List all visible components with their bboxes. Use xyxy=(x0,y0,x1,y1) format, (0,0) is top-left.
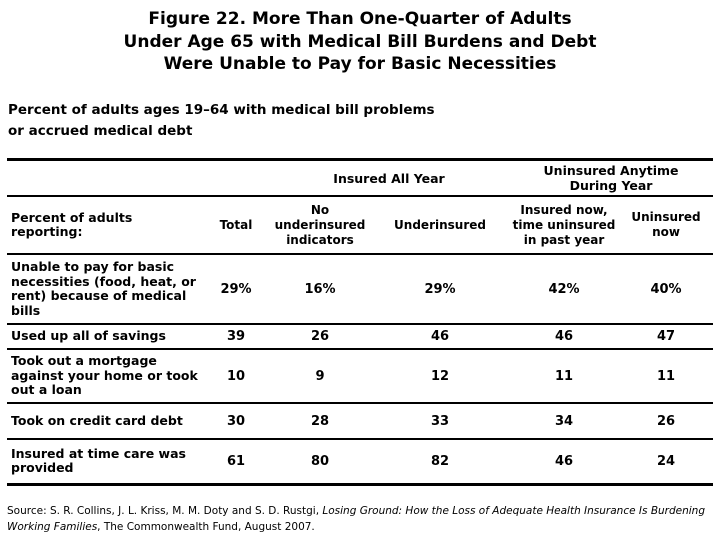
source-suffix: , The Commonwealth Fund, August 2007. xyxy=(97,520,315,533)
table-cell: 33 xyxy=(430,413,450,429)
group-header-blank xyxy=(7,160,269,197)
table-cell: 11 xyxy=(554,368,574,384)
table-cell: 46 xyxy=(554,453,574,469)
table-cell: 47 xyxy=(656,329,676,344)
table-row-mortgage-or-loan: Took out a mortgage against your home or… xyxy=(7,349,714,403)
table-cell: 46 xyxy=(430,329,450,344)
table-cell: 40% xyxy=(650,281,682,297)
row-label: Took on credit card debt xyxy=(11,412,183,428)
figure-title: Figure 22. More Than One-Quarter of Adul… xyxy=(123,9,597,74)
table-cell: 26 xyxy=(310,329,330,344)
table-cell: 29% xyxy=(220,281,252,297)
table-cell: 12 xyxy=(430,368,450,384)
table-cell: 30 xyxy=(226,413,246,429)
row-label: Used up all of savings xyxy=(11,328,166,344)
column-header-row: Percent of adults reporting: Total No un… xyxy=(7,196,714,254)
column-header-uninsured-now: Uninsured now xyxy=(631,210,701,239)
table-cell: 11 xyxy=(656,368,676,384)
table-cell: 80 xyxy=(310,453,330,469)
table-cell: 61 xyxy=(226,453,246,469)
group-header-row: Insured All Year Uninsured Anytime Durin… xyxy=(7,160,714,197)
table-cell: 82 xyxy=(430,453,450,469)
source-prefix: Source: S. R. Collins, J. L. Kriss, M. M… xyxy=(7,505,323,517)
row-label: Took out a mortgage against your home or… xyxy=(11,353,198,398)
table-cell: 34 xyxy=(554,413,574,429)
column-header-underinsured: Underinsured xyxy=(394,217,486,232)
table-row-unable-to-pay: Unable to pay for basic necessities (foo… xyxy=(7,254,714,324)
column-header-reporting: Percent of adults reporting: xyxy=(11,209,133,239)
table-cell: 46 xyxy=(554,329,574,344)
table-cell: 10 xyxy=(226,368,246,384)
column-header-total: Total xyxy=(219,217,253,232)
table-row-credit-card-debt: Took on credit card debt 30 28 33 34 26 xyxy=(7,403,714,439)
table-cell: 39 xyxy=(226,329,246,344)
table-row-insured-at-time-of-care: Insured at time care was provided 61 80 … xyxy=(7,439,714,484)
group-header-uninsured-anytime: Uninsured Anytime During Year xyxy=(543,163,679,193)
source-citation-title: Losing Ground: How the Loss of Adequate … xyxy=(7,505,706,533)
row-label: Unable to pay for basic necessities (foo… xyxy=(11,259,196,318)
table-cell: 24 xyxy=(656,453,676,469)
group-header-insured-all-year: Insured All Year xyxy=(333,170,445,186)
table-cell: 42% xyxy=(548,281,580,297)
column-header-no-underinsured: No underinsured indicators xyxy=(274,202,366,247)
table-cell: 16% xyxy=(304,281,336,297)
table-cell: 9 xyxy=(315,368,325,384)
table-cell: 26 xyxy=(656,413,676,429)
data-table: Insured All Year Uninsured Anytime Durin… xyxy=(7,158,714,486)
row-label: Insured at time care was provided xyxy=(11,445,186,476)
figure-subtitle: Percent of adults ages 19–64 with medica… xyxy=(8,102,435,139)
table-row-used-up-savings: Used up all of savings 39 26 46 46 47 xyxy=(7,324,714,349)
column-header-insured-now-time-uninsured: Insured now, time uninsured in past year xyxy=(512,202,616,247)
source-note: Source: S. R. Collins, J. L. Kriss, M. M… xyxy=(7,504,715,535)
table-cell: 29% xyxy=(424,281,456,297)
table-cell: 28 xyxy=(310,413,330,429)
